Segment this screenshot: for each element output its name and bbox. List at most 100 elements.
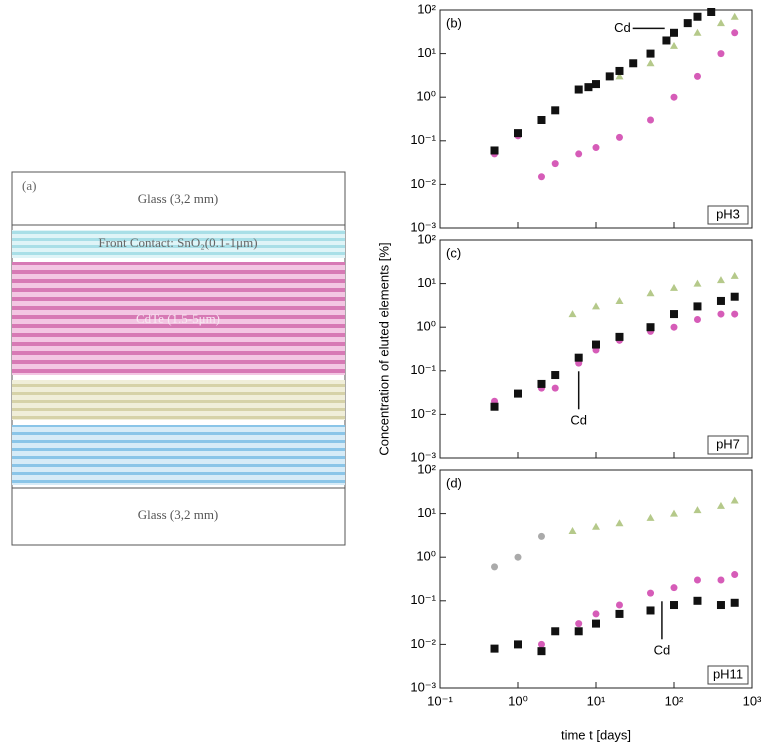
condition-label: pH7 [716,436,740,451]
condition-box [707,665,749,685]
y-tick-label: 10² [417,461,436,476]
panel-label: (a) [22,178,36,193]
point [615,519,624,527]
point [716,501,725,509]
point [551,160,559,168]
y-tick-label: 10⁻³ [410,449,436,464]
point [693,596,702,605]
point [693,279,702,287]
point [615,72,624,80]
condition-label: pH11 [713,666,743,681]
point [574,85,583,94]
point [670,310,678,319]
point [551,627,560,636]
y-axis-label: Concentration of eluted elements [%] [376,242,391,455]
condition-box [707,205,749,225]
point [615,133,623,141]
point [717,310,725,318]
point [707,7,716,16]
point [670,93,678,101]
point [584,83,593,92]
point [670,509,678,517]
point [693,506,702,514]
y-tick-label: 10⁻² [410,406,436,421]
point [514,389,522,398]
plot-frame [439,469,753,689]
point [514,640,522,649]
point [514,129,522,138]
y-tick-label: 10⁰ [416,319,436,334]
layer-diagram: (a) Glass (3,2 mm) Front Contact: SnO₂(0… [11,171,346,546]
point [551,106,560,115]
y-tick-label: 10² [417,1,436,16]
x-tick-label: 10⁻¹ [427,693,453,708]
panel-label: (d) [446,475,462,490]
point [514,553,522,561]
point [551,371,560,380]
point [537,379,546,388]
x-tick-label: 10² [665,693,684,708]
x-tick-label: 10³ [743,693,762,708]
point [574,353,583,362]
point [592,522,600,530]
point [731,310,739,318]
point [646,59,655,67]
layer [12,262,345,375]
point [693,72,701,80]
point [575,150,583,158]
layer-label: Glass (3,2 mm) [138,507,219,522]
point [615,66,624,75]
point [693,576,701,584]
point [716,601,725,610]
point [537,115,546,124]
point [490,146,499,155]
layer-label: Glass (3,2 mm) [138,191,219,206]
y-tick-label: 10¹ [417,275,436,290]
point [592,144,600,152]
plot-frame [439,9,753,229]
point [647,589,655,597]
point [537,173,545,181]
y-tick-label: 10⁻³ [410,219,436,234]
layer [12,380,345,420]
point [592,619,600,628]
point [537,640,545,648]
point [670,323,678,331]
point [716,19,725,27]
point [716,276,725,284]
point [615,332,624,341]
point [491,563,499,571]
point [646,513,655,521]
point [490,644,499,653]
y-tick-label: 10⁰ [416,549,436,564]
point [717,576,725,584]
point [670,28,678,37]
point [568,310,577,318]
y-tick-label: 10⁻¹ [410,132,436,147]
point [592,340,600,349]
point [662,36,671,45]
point [615,296,624,304]
point [568,526,577,534]
point [670,283,678,291]
point [646,323,655,332]
point [683,19,692,28]
point [592,80,600,89]
point [693,316,701,324]
y-tick-label: 10⁻¹ [410,362,436,377]
point [693,12,702,21]
point [730,598,739,607]
point [670,601,678,610]
point [551,384,559,392]
annotation: Cd [614,20,631,35]
point [605,72,614,81]
point [731,571,739,579]
x-tick-label: 10¹ [587,693,606,708]
condition-box [707,435,749,455]
panel-label: (b) [446,15,462,30]
point [629,59,638,68]
point [646,606,655,615]
layer [12,425,345,485]
point [730,292,739,301]
